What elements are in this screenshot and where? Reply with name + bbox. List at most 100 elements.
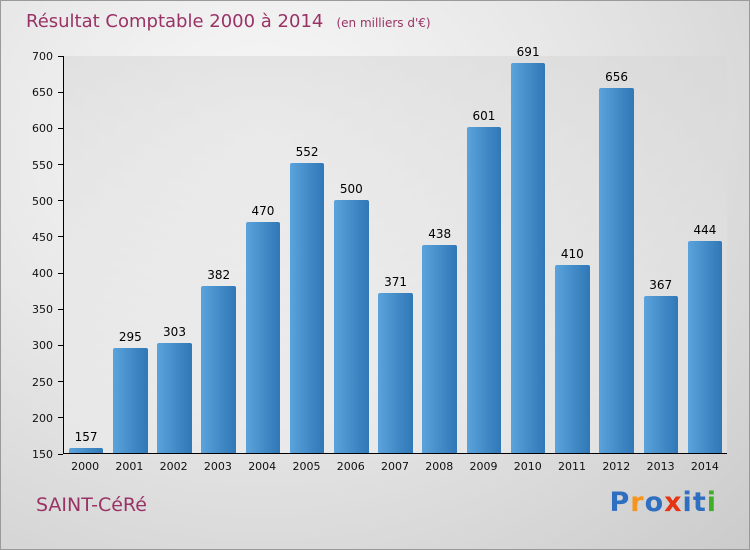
x-tick-label: 2003 [203, 460, 232, 473]
y-tick-label: 700 [32, 50, 53, 63]
bar-group: 303 [152, 56, 196, 453]
bar-value-label: 691 [516, 44, 540, 59]
bar-group: 371 [373, 56, 417, 453]
bar-group: 691 [506, 45, 550, 453]
x-tick-label: 2013 [646, 460, 675, 473]
x-tick-label: 2010 [513, 460, 542, 473]
bar [334, 200, 369, 453]
bar [510, 62, 546, 453]
bar-value-label: 371 [384, 275, 407, 290]
bar [599, 87, 634, 453]
bar-group: 295 [108, 56, 152, 453]
bar [157, 342, 192, 453]
y-tick-mark [58, 55, 63, 57]
bar-value-label: 444 [693, 222, 717, 237]
x-tick-label: 2014 [690, 460, 719, 473]
logo-letter: t [692, 487, 707, 518]
bar-value-label: 410 [560, 247, 584, 262]
bar-value-label: 438 [428, 227, 452, 242]
logo-letter: i [682, 487, 693, 518]
x-tick-label: 2005 [292, 460, 321, 473]
bar-value-label: 500 [339, 182, 363, 197]
bar-chart: 150 200 250 300 350 400 450 500 550 600 650 700 157… [15, 45, 737, 476]
y-tick-mark [58, 236, 63, 238]
bar [555, 265, 590, 453]
bar [113, 348, 148, 453]
y-tick-label: 500 [32, 194, 53, 208]
bar-group: 382 [197, 56, 241, 453]
bar [201, 285, 236, 453]
logo-letter: i [706, 487, 717, 518]
bar [289, 162, 325, 453]
x-tick-label: 2009 [469, 460, 498, 473]
bar [687, 240, 723, 453]
bar-value-label: 157 [74, 429, 98, 444]
bar [643, 296, 678, 453]
bar-group: 470 [241, 56, 285, 453]
logo-letter: o [644, 487, 665, 518]
y-tick-label: 200 [32, 411, 53, 425]
y-tick-label: 250 [32, 375, 53, 389]
chart-subtitle: (en milliers d'€) [336, 16, 431, 30]
y-tick-mark [58, 164, 63, 166]
y-tick-label: 650 [32, 86, 53, 100]
y-tick-mark [58, 200, 63, 202]
y-tick-mark [58, 308, 63, 310]
x-tick-label: 2001 [115, 460, 144, 473]
x-tick-label: 2011 [558, 460, 587, 473]
bar-group: 444 [683, 56, 727, 453]
y-tick-mark [58, 453, 63, 455]
chart-footer: SAINT-CéRé Proxiti [36, 487, 717, 518]
y-tick-mark [58, 381, 63, 383]
bar-group: 656 [594, 56, 638, 453]
bar-group: 410 [550, 56, 594, 453]
bar [245, 222, 281, 453]
bar-value-label: 470 [251, 204, 275, 219]
y-tick-label: 300 [32, 339, 53, 353]
y-tick-label: 450 [32, 230, 53, 244]
bar [422, 245, 457, 453]
bar-group: 367 [639, 56, 683, 453]
x-tick-label: 2012 [602, 460, 631, 473]
plot-area: 157 295 303 382 470 552 500 371 438 601 691 410 656 3… [63, 45, 727, 454]
bar-value-label: 656 [605, 69, 628, 84]
bar-value-label: 552 [295, 144, 319, 159]
x-tick-label: 2002 [159, 460, 188, 473]
chart-header: Résultat Comptable 2000 à 2014 (en milli… [26, 11, 724, 32]
y-tick-mark [58, 127, 63, 129]
y-tick-mark [58, 272, 63, 274]
bar-group: 500 [329, 56, 373, 453]
bar [68, 447, 104, 453]
x-tick-label: 2008 [425, 460, 454, 473]
y-tick-mark [58, 344, 63, 346]
logo-letter: r [630, 487, 645, 518]
bar-value-label: 367 [649, 278, 673, 293]
bar-group: 552 [285, 56, 329, 453]
proxiti-logo: Proxiti [609, 487, 717, 518]
bar-group: 438 [418, 56, 462, 453]
bar-value-label: 601 [472, 109, 496, 124]
y-tick-label: 600 [32, 122, 53, 136]
y-tick-label: 150 [32, 448, 53, 461]
x-tick-label: 2004 [248, 460, 277, 473]
place-name: SAINT-CéRé [36, 494, 147, 516]
bar [378, 293, 413, 453]
bar-value-label: 382 [207, 267, 231, 282]
x-tick-label: 2000 [71, 460, 100, 473]
y-tick-label: 550 [32, 158, 53, 172]
bar-group: 601 [462, 56, 506, 453]
bar-value-label: 295 [118, 330, 142, 345]
bar [466, 127, 502, 453]
y-axis: 150 200 250 300 350 400 450 500 550 600 650 700 [15, 50, 63, 461]
bar-value-label: 303 [163, 324, 186, 339]
y-tick-label: 400 [32, 267, 53, 281]
y-tick-mark [58, 417, 63, 419]
x-tick-label: 2007 [380, 460, 409, 473]
y-tick-label: 350 [32, 303, 53, 317]
logo-letter: P [609, 487, 631, 518]
logo-letter: x [664, 487, 683, 518]
y-tick-mark [58, 91, 63, 93]
chart-title: Résultat Comptable 2000 à 2014 [26, 11, 324, 32]
x-axis-labels: 2000 2001 2002 2003 2004 2005 2006 2007 2008 2009… [63, 456, 727, 476]
